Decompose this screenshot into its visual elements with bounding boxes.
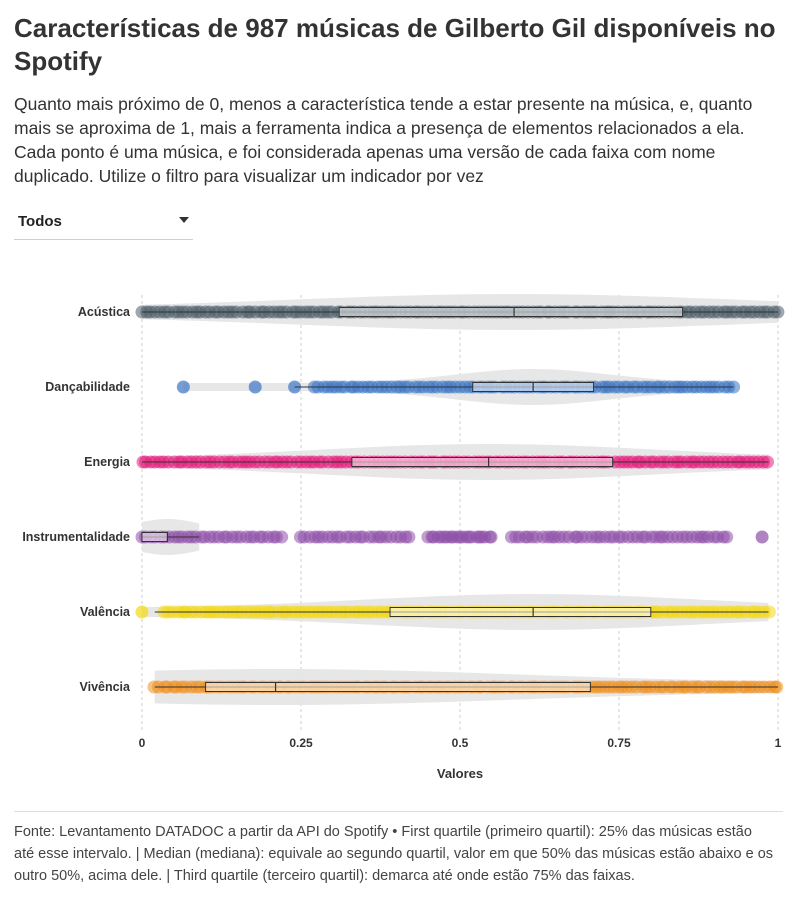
category-label: Instrumentalidade <box>22 530 130 544</box>
box-iqr <box>338 307 684 317</box>
boxplot-chart: Acústica Dançabilidade Energia Instrumental… <box>22 294 785 781</box>
data-point <box>176 380 190 394</box>
x-axis-label: Valores <box>437 766 483 781</box>
caret-down-icon <box>179 217 189 223</box>
x-tick-label: 1 <box>775 736 782 750</box>
data-point <box>135 605 149 619</box>
data-point <box>720 530 734 544</box>
series-row: Acústica <box>78 294 785 330</box>
series-row: Vivência <box>79 669 784 705</box>
x-tick-label: 0.25 <box>289 736 313 750</box>
indicator-filter-dropdown[interactable]: Todos <box>14 206 193 240</box>
x-tick-label: 0 <box>139 736 146 750</box>
chart-title: Características de 987 músicas de Gilber… <box>14 13 776 76</box>
category-label: Vivência <box>79 680 131 694</box>
category-label: Dançabilidade <box>45 380 130 394</box>
data-point <box>727 380 741 394</box>
data-point <box>248 380 262 394</box>
x-tick-label: 0.5 <box>452 736 469 750</box>
x-tick-label: 0.75 <box>607 736 631 750</box>
grid-lines <box>141 295 779 730</box>
category-label: Valência <box>80 605 131 619</box>
series-row: Valência <box>80 594 776 630</box>
data-point <box>762 605 776 619</box>
data-point <box>755 530 769 544</box>
footer-divider <box>14 811 783 812</box>
box-iqr <box>389 607 652 617</box>
series-row: Dançabilidade <box>45 369 741 405</box>
box-iqr <box>351 457 614 467</box>
chart-subtitle: Quanto mais próximo de 0, menos a caract… <box>14 94 753 186</box>
category-label: Energia <box>84 455 131 469</box>
data-point <box>402 530 416 544</box>
source-note: Fonte: Levantamento DATADOC a partir da … <box>14 824 774 884</box>
box-iqr <box>205 682 591 692</box>
x-axis: 0 0.25 0.5 0.75 1 <box>139 736 782 750</box>
box-iqr <box>141 532 168 542</box>
series-row: Instrumentalidade <box>22 519 769 555</box>
series-row: Energia <box>84 444 774 480</box>
data-point <box>484 530 498 544</box>
filter-selected-value: Todos <box>18 213 62 230</box>
series-rows: Acústica Dançabilidade Energia Instrumental… <box>22 294 785 705</box>
category-label: Acústica <box>78 305 131 319</box>
data-point <box>275 530 289 544</box>
